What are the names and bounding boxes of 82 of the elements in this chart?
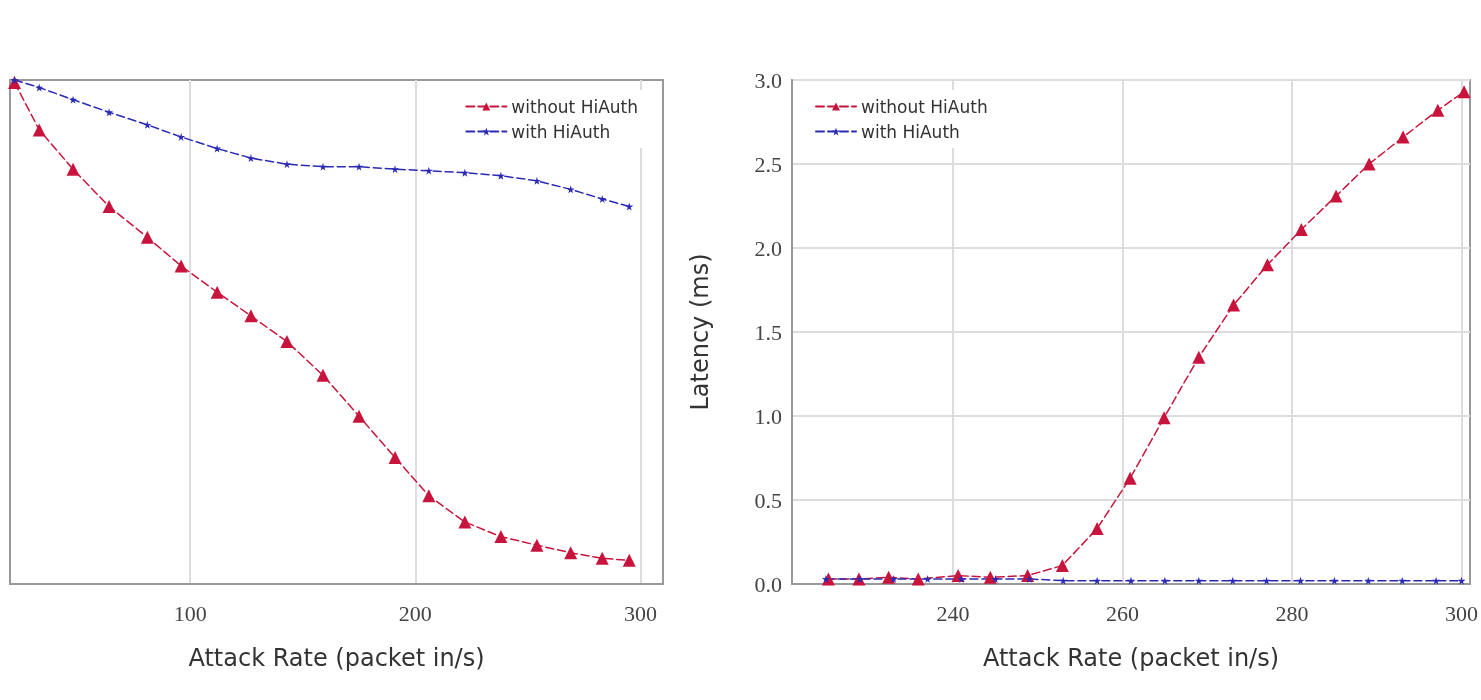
point: [69, 95, 78, 104]
point: [246, 154, 255, 163]
x-tick-label: 300: [1445, 600, 1479, 626]
point: [566, 185, 575, 194]
point: [280, 335, 294, 349]
point: [530, 538, 544, 552]
point: [1431, 103, 1445, 117]
x-tick-label: 240: [936, 600, 970, 626]
point: [1396, 130, 1410, 144]
point: [1260, 258, 1274, 272]
point: [1059, 576, 1068, 585]
point: [35, 83, 44, 92]
point: [352, 409, 366, 423]
point: [458, 515, 472, 529]
point: [923, 574, 932, 583]
point: [991, 574, 1000, 583]
point: [316, 368, 330, 382]
x-tick-label: 100: [173, 600, 207, 626]
point: [496, 171, 505, 180]
point: [622, 553, 636, 567]
point: [595, 551, 609, 565]
point: [1090, 522, 1104, 536]
point: [210, 285, 224, 299]
legend-label: without HiAuth: [511, 96, 639, 117]
point: [388, 451, 402, 464]
point: [1227, 298, 1241, 312]
point: [143, 120, 152, 129]
x-tick-label: 200: [398, 600, 432, 626]
point: [355, 162, 364, 171]
point: [1127, 576, 1135, 585]
point: [1329, 189, 1343, 203]
y-axis-title: Latency (ms): [686, 253, 714, 411]
point: [424, 166, 433, 175]
x-axis-title: Attack Rate (packet in/s): [188, 644, 485, 672]
point: [598, 194, 607, 203]
legend-label: without HiAuth: [861, 96, 988, 117]
y-tick-label: 3.0: [754, 67, 782, 93]
x-tick-label: 260: [1106, 600, 1140, 626]
x-axis-title: Attack Rate (packet in/s): [982, 644, 1280, 672]
legend-label: with HiAuth: [861, 121, 960, 142]
y-tick-label: 0.5: [754, 487, 782, 513]
legend-label: with HiAuth: [511, 121, 611, 142]
point: [318, 162, 327, 171]
point: [391, 165, 400, 174]
point: [422, 489, 436, 503]
point: [1457, 85, 1471, 99]
point: [494, 530, 508, 544]
point: [1160, 576, 1169, 585]
y-tick-label: 2.0: [754, 235, 782, 261]
point: [564, 546, 578, 560]
point: [1194, 576, 1203, 585]
y-tick-label: 0.0: [754, 571, 782, 597]
point: [1157, 411, 1171, 425]
point: [911, 572, 925, 586]
point: [102, 200, 116, 213]
point: [882, 570, 896, 584]
y-tick-label: 2.5: [754, 151, 782, 177]
point: [10, 76, 19, 84]
y-tick-label: 1.5: [754, 319, 782, 345]
point: [1362, 157, 1376, 171]
point: [1192, 350, 1206, 364]
point: [1055, 559, 1069, 573]
x-tick-label: 280: [1275, 600, 1309, 626]
point: [889, 574, 898, 583]
point: [1398, 576, 1407, 585]
point: [1123, 471, 1137, 485]
point: [174, 259, 188, 273]
point: [32, 123, 46, 137]
point: [1294, 223, 1308, 237]
x-tick-label: 300: [623, 600, 657, 626]
point: [177, 132, 186, 141]
point: [140, 230, 154, 244]
point: [460, 168, 469, 177]
point: [244, 309, 258, 323]
point: [66, 162, 80, 176]
point: [983, 570, 997, 584]
y-tick-label: 1.0: [754, 403, 782, 429]
point: [1025, 574, 1034, 583]
point: [1093, 576, 1102, 585]
point: [625, 202, 634, 211]
point: [1432, 576, 1441, 585]
point: [105, 108, 114, 117]
